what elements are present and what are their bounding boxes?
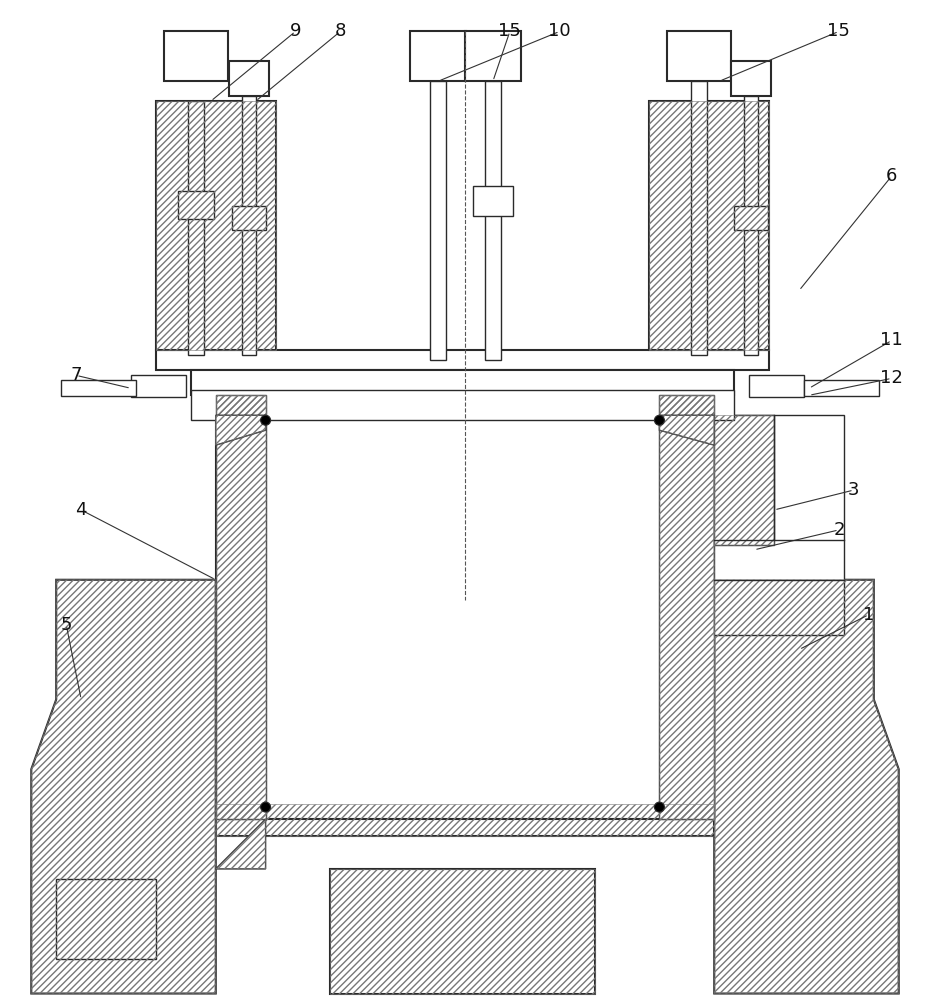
Bar [155,101,276,350]
Bar [659,395,714,420]
Bar [465,31,520,81]
Text: 6: 6 [886,167,897,185]
Bar [735,206,768,230]
Text: 11: 11 [881,331,903,349]
Bar [659,395,714,819]
Bar [430,81,446,360]
Bar [131,375,186,397]
Bar [216,395,265,819]
Bar [731,61,771,96]
Text: 1: 1 [863,606,874,624]
Bar [714,415,774,545]
Bar [216,395,714,819]
Bar [411,31,466,81]
Bar [164,31,228,81]
Bar [650,101,769,350]
Polygon shape [216,415,265,445]
Text: 10: 10 [548,22,571,40]
Bar [744,96,758,355]
Bar [216,395,265,420]
Bar [61,380,136,396]
Text: 8: 8 [334,22,346,40]
Text: 15: 15 [828,22,850,40]
Bar [191,390,735,420]
Bar [216,395,265,819]
Polygon shape [32,580,216,994]
Text: 4: 4 [75,501,87,519]
Circle shape [261,415,271,425]
Text: 5: 5 [61,616,72,634]
Bar [191,370,735,395]
Bar [188,101,204,355]
Text: 3: 3 [848,481,859,499]
Bar [155,350,769,370]
Polygon shape [714,580,898,994]
Circle shape [654,415,665,425]
Text: 9: 9 [290,22,302,40]
Bar [659,395,714,420]
Polygon shape [216,819,265,869]
Bar [659,395,714,819]
Bar [692,81,708,355]
Circle shape [261,802,271,812]
Bar [749,375,804,397]
Bar [650,101,769,350]
Text: 7: 7 [71,366,82,384]
Bar [56,879,155,959]
Bar [178,191,214,219]
Bar [216,804,714,836]
Bar [232,206,265,230]
Bar [473,186,513,216]
Bar [668,31,731,81]
Bar [714,415,843,635]
Bar [714,415,774,545]
Bar [155,101,276,350]
Bar [229,61,268,96]
Bar [242,96,256,355]
Bar [331,869,595,994]
Bar [216,395,265,420]
Bar [216,804,714,836]
Circle shape [654,802,665,812]
Text: 12: 12 [881,369,903,387]
Text: 2: 2 [833,521,844,539]
Bar [485,81,501,360]
Bar [804,380,879,396]
Bar [331,869,595,994]
Text: 15: 15 [498,22,521,40]
Polygon shape [659,415,714,445]
